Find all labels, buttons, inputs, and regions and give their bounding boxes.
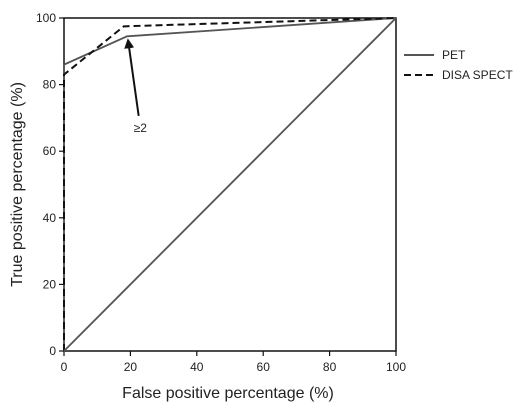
legend-label: DISA SPECT [442, 68, 513, 82]
reference-diagonal-line [63, 17, 397, 352]
annotation-label: ≥2 [134, 121, 148, 135]
x-tick-label: 40 [190, 360, 204, 374]
legend-label: PET [442, 48, 466, 62]
series-line-disa-spect [63, 17, 397, 351]
y-tick-label: 40 [43, 211, 57, 225]
y-tick-label: 80 [43, 78, 57, 92]
y-axis-title: True positive percentage (%) [9, 82, 26, 287]
x-tick-label: 100 [386, 360, 406, 374]
annotation-arrow [124, 38, 140, 117]
x-tick-label: 80 [323, 360, 337, 374]
x-tick-label: 60 [257, 360, 271, 374]
x-axis-title: False positive percentage (%) [122, 385, 334, 402]
y-tick-label: 20 [43, 277, 57, 291]
y-tick-label: 100 [36, 11, 56, 25]
y-tick-label: 0 [49, 344, 56, 358]
x-tick-label: 20 [124, 360, 138, 374]
x-tick-label: 0 [61, 360, 68, 374]
y-tick-label: 60 [43, 144, 57, 158]
